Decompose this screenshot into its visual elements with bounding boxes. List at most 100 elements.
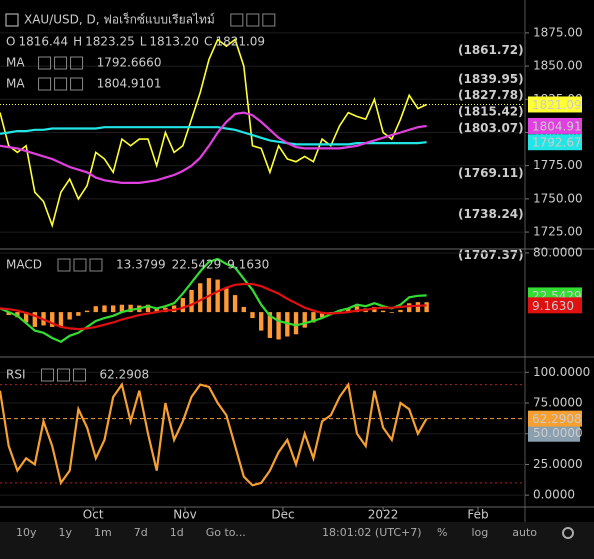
x-tick-label: Feb — [467, 508, 488, 522]
toolbar-button[interactable]: 1y — [59, 526, 73, 539]
pivot-label: (1861.72) — [458, 43, 524, 57]
histogram-bar — [145, 304, 151, 313]
value-tag: 1804.91 — [532, 119, 582, 133]
toolbar-button[interactable]: Go to... — [206, 526, 246, 539]
series-line — [0, 38, 427, 229]
legend-icon[interactable] — [73, 258, 87, 272]
legend-value: 1804.9101 — [97, 77, 162, 91]
y-tick-label: 100.0000 — [533, 365, 590, 379]
toolbar-button[interactable]: 7d — [134, 526, 148, 539]
toolbar-button[interactable]: % — [437, 526, 447, 539]
legend-icon[interactable] — [41, 368, 54, 382]
histogram-bar — [67, 312, 72, 320]
ohlc-key: C — [204, 35, 212, 49]
value-tag: 1821.09 — [532, 98, 582, 112]
histogram-bar — [32, 312, 38, 327]
histogram-bar — [23, 312, 29, 323]
histogram-bar — [380, 310, 386, 313]
x-tick-label: Oct — [83, 508, 104, 522]
toolbar-time: 18:01:02 (UTC+7) — [322, 526, 422, 539]
ohlc-key: L — [140, 35, 147, 49]
histogram-bar — [154, 308, 159, 313]
toolbar-button[interactable]: auto — [512, 526, 537, 539]
legend-name[interactable]: MA — [6, 56, 25, 70]
toolbar-button[interactable]: log — [471, 526, 488, 539]
legend-title[interactable]: XAU/USD, D, ฟอเร็กซ์แบบเรียลไทม์ — [24, 12, 215, 27]
histogram-bar — [189, 289, 194, 313]
histogram-bar — [102, 305, 107, 313]
y-tick-label: 1750.00 — [533, 191, 583, 205]
legend-icon[interactable] — [38, 56, 52, 70]
histogram-bar — [58, 312, 64, 327]
y-tick-label: 80.0000 — [533, 245, 583, 259]
pivot-label: (1803.07) — [458, 121, 524, 135]
histogram-bar — [302, 312, 307, 328]
histogram-bar — [293, 312, 299, 335]
histogram-bar — [119, 304, 125, 313]
histogram-bar — [372, 306, 377, 313]
histogram-bar — [232, 295, 238, 313]
histogram-bar — [224, 288, 229, 313]
legend-name[interactable]: MA — [6, 77, 25, 91]
legend-icon[interactable] — [89, 258, 103, 272]
histogram-bar — [311, 312, 316, 323]
legend-value: 9.1630 — [227, 258, 269, 272]
histogram-bar — [267, 312, 273, 338]
histogram-bar — [180, 298, 186, 313]
legend-icon[interactable] — [73, 368, 86, 382]
ohlc-value: 1821.09 — [215, 35, 265, 49]
y-tick-label: 1775.00 — [533, 158, 583, 172]
legend-icon[interactable] — [54, 56, 68, 70]
series-line — [0, 126, 427, 146]
y-tick-label: 1850.00 — [533, 59, 583, 73]
histogram-bar — [407, 303, 412, 313]
legend-icon[interactable] — [54, 77, 68, 91]
value-tag: 1792.67 — [532, 136, 582, 150]
collapse-icon[interactable] — [5, 13, 19, 27]
legend-icon[interactable] — [230, 13, 244, 27]
histogram-bar — [241, 306, 246, 313]
legend-title[interactable]: MACD — [6, 258, 42, 272]
histogram-bar — [354, 306, 360, 313]
x-tick-label: Nov — [173, 508, 196, 522]
legend-icon[interactable] — [57, 258, 71, 272]
ohlc-key: H — [73, 35, 82, 49]
x-tick-label: Dec — [271, 508, 294, 522]
series-line — [0, 257, 427, 343]
toolbar-button[interactable]: 10y — [16, 526, 37, 539]
x-tick-label: 2022 — [368, 508, 399, 522]
legend-icon[interactable] — [246, 13, 260, 27]
value-tag-bg — [528, 117, 582, 134]
legend-value: 1792.6660 — [97, 56, 162, 70]
legend-icon[interactable] — [70, 77, 84, 91]
y-tick-label: 0.0000 — [533, 488, 575, 502]
legend-value: 13.3799 — [116, 258, 166, 272]
legend-value: 22.5429 — [172, 258, 222, 272]
value-tag: 9.1630 — [532, 299, 574, 313]
pivot-label: (1839.95) — [458, 72, 524, 86]
legend-icon[interactable] — [70, 56, 84, 70]
pivot-label: (1769.11) — [458, 166, 524, 180]
histogram-bar — [76, 312, 81, 316]
histogram-bar — [215, 279, 220, 313]
legend-icon[interactable] — [38, 77, 52, 91]
y-tick-label: 50.0000 — [533, 426, 583, 440]
histogram-bar — [93, 306, 98, 313]
toolbar-button[interactable]: 1m — [94, 526, 112, 539]
series-line — [0, 282, 427, 331]
settings-icon[interactable] — [562, 527, 574, 539]
value-tag-bg — [528, 410, 582, 427]
pivot-label: (1707.37) — [458, 248, 524, 262]
toolbar-button[interactable]: 1d — [170, 526, 184, 539]
histogram-bar — [6, 312, 11, 316]
legend-value: 62.2908 — [100, 368, 150, 382]
histogram-bar — [128, 304, 133, 313]
histogram-bar — [198, 283, 203, 313]
legend-icon[interactable] — [57, 368, 70, 382]
histogram-bar — [346, 308, 351, 313]
legend-icon[interactable] — [262, 13, 276, 27]
legend-title[interactable]: RSI — [6, 368, 26, 382]
histogram-bar — [50, 312, 55, 327]
